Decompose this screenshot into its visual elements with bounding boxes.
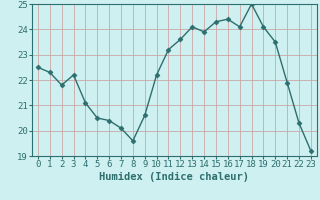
X-axis label: Humidex (Indice chaleur): Humidex (Indice chaleur) bbox=[100, 172, 249, 182]
